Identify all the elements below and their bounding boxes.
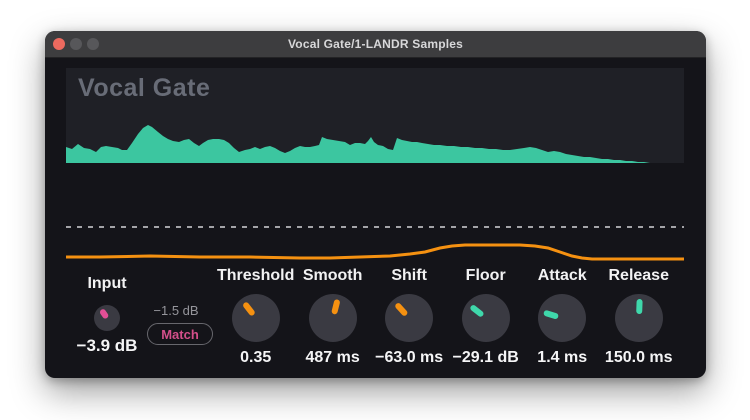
knob-label: Threshold — [217, 267, 295, 284]
input-knob-label: Input — [87, 275, 127, 292]
input-knob-indicator — [89, 300, 125, 336]
match-button[interactable]: Match — [147, 323, 213, 345]
knob-column: Smooth 487 ms — [294, 267, 371, 367]
knob-indicator — [614, 293, 664, 343]
plugin-window: Vocal Gate/1-LANDR Samples Vocal Gate In… — [45, 31, 706, 378]
gate-display[interactable] — [66, 68, 684, 268]
gain-curve — [66, 243, 684, 261]
waveform — [66, 125, 684, 163]
minimize-button-icon[interactable] — [70, 38, 82, 50]
knob-value: −29.1 dB — [452, 349, 519, 366]
knob-indicator — [452, 284, 519, 351]
knob-label: Release — [608, 267, 669, 284]
knob-attack[interactable] — [538, 294, 587, 342]
knob-column: Floor −29.1 dB — [447, 267, 524, 367]
knob-value: 487 ms — [305, 349, 360, 366]
knob-smooth[interactable] — [308, 294, 357, 342]
window-titlebar[interactable]: Vocal Gate/1-LANDR Samples — [45, 31, 706, 58]
match-readout: −1.5 dB — [153, 303, 199, 318]
knob-indicator — [375, 284, 443, 352]
input-knob[interactable] — [94, 305, 120, 331]
knob-value: 0.35 — [240, 349, 272, 366]
input-value: −3.9 dB — [76, 336, 138, 355]
knob-indicator — [532, 288, 592, 348]
knob-label: Shift — [391, 267, 427, 284]
knob-label: Attack — [537, 267, 587, 284]
knob-threshold[interactable] — [231, 294, 280, 342]
knob-row: Threshold 0.35 Smooth 487 ms Shift −63.0… — [217, 267, 677, 367]
plugin-title: Vocal Gate — [78, 74, 211, 102]
knob-column: Release 150.0 ms — [600, 267, 677, 367]
knob-shift[interactable] — [385, 294, 434, 342]
knob-label: Floor — [465, 267, 506, 284]
close-button-icon[interactable] — [53, 38, 65, 50]
knob-value: −63.0 ms — [375, 349, 444, 366]
knob-indicator — [304, 289, 362, 347]
knob-value: 1.4 ms — [537, 349, 588, 366]
knob-floor[interactable] — [461, 294, 510, 342]
knob-value: 150.0 ms — [604, 349, 673, 366]
zoom-button-icon[interactable] — [87, 38, 99, 50]
knob-label: Smooth — [302, 267, 363, 284]
window-title: Vocal Gate/1-LANDR Samples — [287, 37, 464, 51]
knob-column: Attack 1.4 ms — [524, 267, 601, 367]
knob-column: Threshold 0.35 — [217, 267, 294, 367]
knob-column: Shift −63.0 ms — [371, 267, 448, 367]
knob-indicator — [222, 284, 289, 351]
knob-release[interactable] — [614, 293, 664, 343]
